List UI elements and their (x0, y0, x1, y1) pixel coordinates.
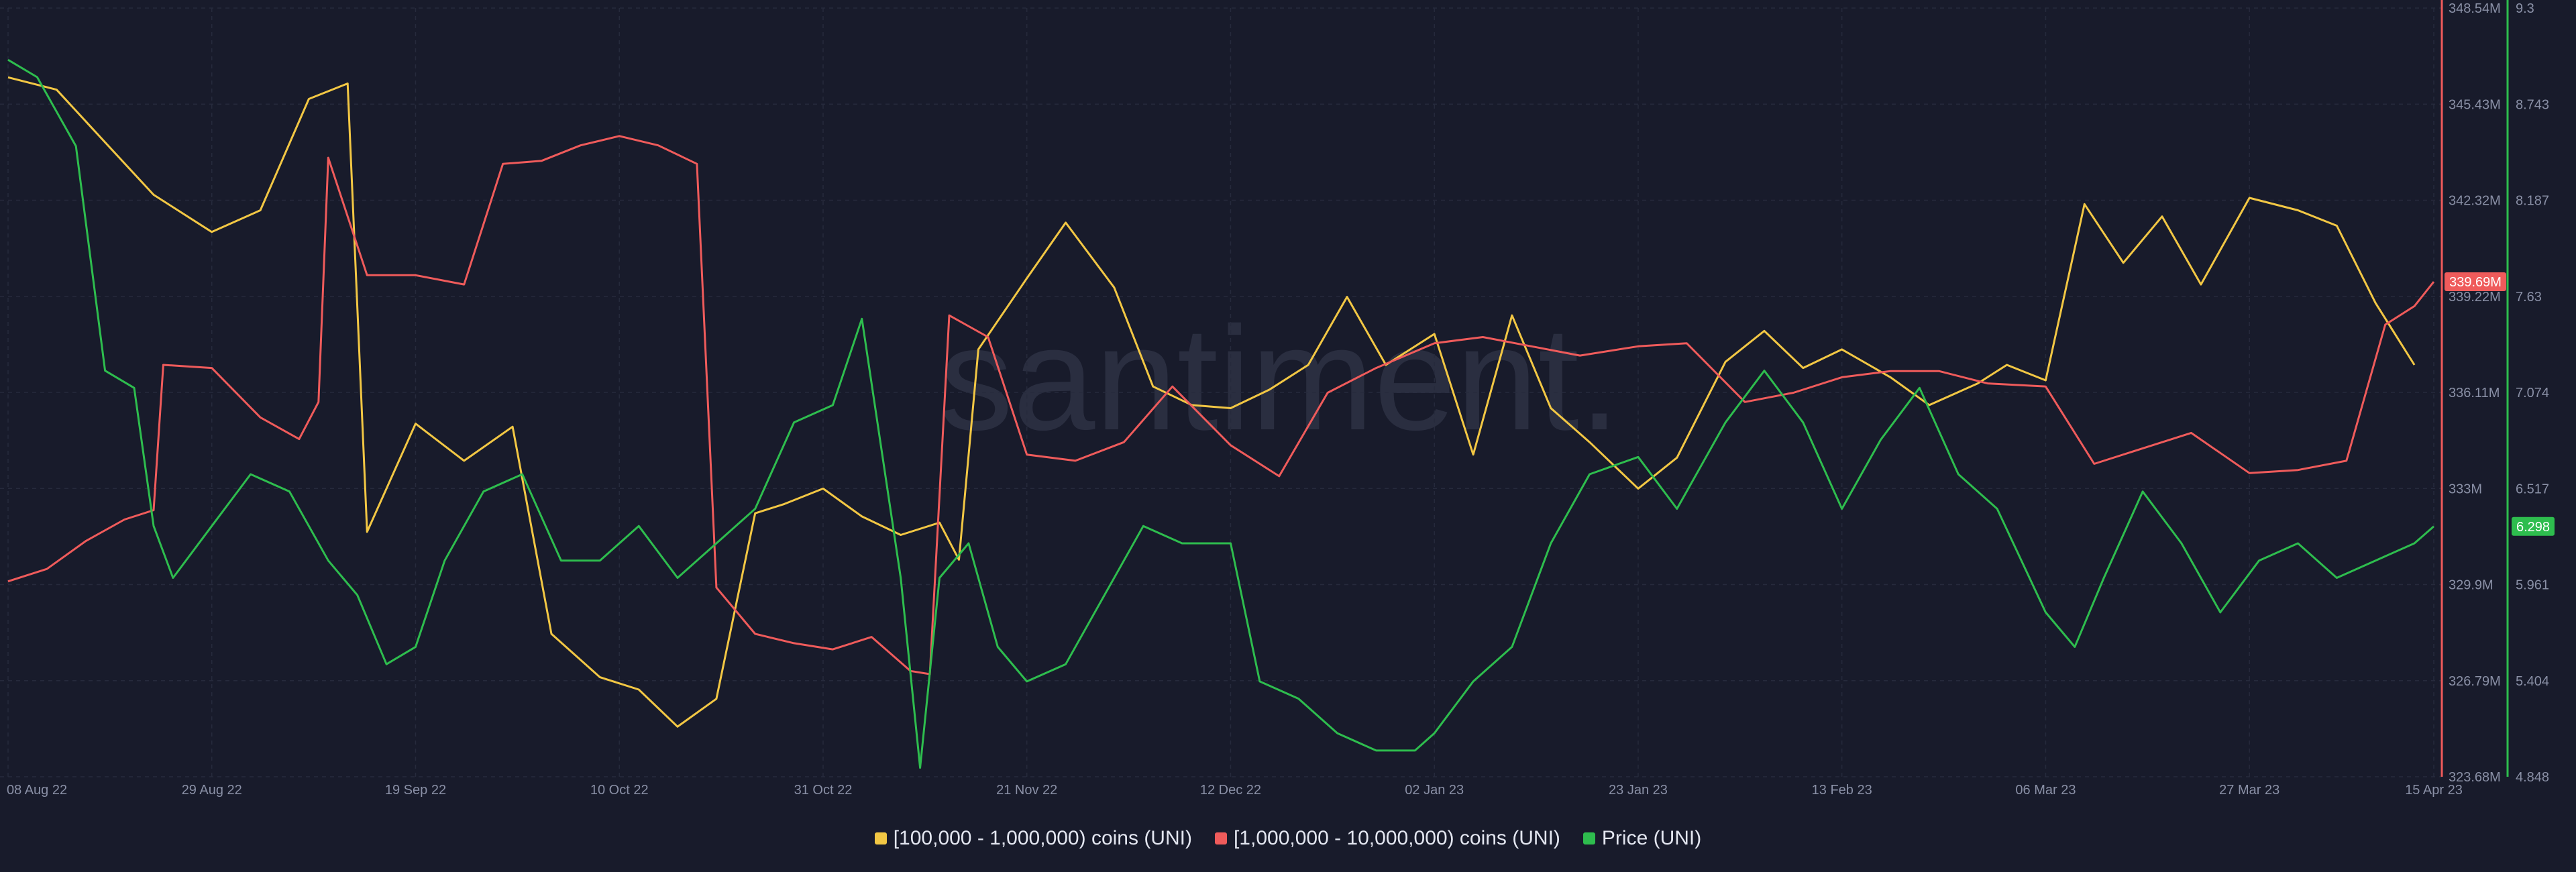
right-tick-label: 7.074 (2516, 386, 2549, 400)
x-tick-label: 21 Nov 22 (996, 783, 1057, 798)
x-tick-label: 15 Apr 23 (2405, 783, 2463, 798)
axes (2440, 0, 2509, 777)
series-line-small-holders[interactable] (7, 76, 2416, 728)
left-tick-label: 348.54M (2449, 1, 2501, 16)
legend-swatch (874, 832, 887, 844)
x-tick-label: 31 Oct 22 (794, 783, 853, 798)
last-value-badges: 339.69M 6.298 (2445, 272, 2555, 536)
legend-swatch (1582, 832, 1595, 844)
right-tick-label: 8.743 (2516, 97, 2549, 112)
left-tick-label: 336.11M (2449, 386, 2500, 400)
right-tick-label: 7.63 (2516, 290, 2542, 305)
watermark: santiment. (939, 296, 1620, 461)
x-axis-ticks: 08 Aug 22 29 Aug 22 19 Sep 22 10 Oct 22 31 O… (7, 783, 2463, 798)
series-lines (7, 58, 2435, 769)
last-value-text-large: 339.69M (2449, 275, 2502, 290)
left-tick-label: 326.79M (2449, 674, 2501, 689)
x-tick-label: 23 Jan 23 (1609, 783, 1668, 798)
legend: [100,000 - 1,000,000) coins (UNI) [1,000… (0, 822, 2576, 855)
legend-label: Price (UNI) (1601, 827, 1702, 849)
last-value-badge-large (2445, 272, 2506, 291)
right-axis-ticks: 9.3 8.743 8.187 7.63 7.074 6.517 5.961 5.404 4.8… (2516, 1, 2549, 785)
left-tick-label: 323.68M (2449, 770, 2501, 785)
legend-item-large-holders[interactable]: [1,000,000 - 10,000,000) coins (UNI) (1214, 827, 1560, 850)
legend-item-price[interactable]: Price (UNI) (1582, 827, 1702, 850)
left-axis-ticks: 348.54M 345.43M 342.32M 339.22M 336.11M 333M 3… (2449, 1, 2501, 785)
left-tick-label: 329.9M (2449, 578, 2493, 593)
legend-item-small-holders[interactable]: [100,000 - 1,000,000) coins (UNI) (874, 827, 1192, 850)
last-value-badge-price (2512, 516, 2555, 536)
series-line-large-holders[interactable] (7, 135, 2435, 675)
x-tick-label: 12 Dec 22 (1200, 783, 1261, 798)
right-tick-label: 5.961 (2516, 578, 2549, 593)
legend-label: [1,000,000 - 10,000,000) coins (UNI) (1233, 827, 1560, 849)
right-tick-label: 4.848 (2516, 770, 2549, 785)
x-tick-label: 27 Mar 23 (2219, 783, 2279, 798)
x-tick-label: 06 Mar 23 (2015, 783, 2076, 798)
x-tick-label: 10 Oct 22 (590, 783, 649, 798)
right-tick-label: 6.517 (2516, 482, 2549, 496)
last-value-text-price: 6.298 (2516, 520, 2550, 535)
right-tick-label: 8.187 (2516, 194, 2549, 209)
right-tick-label: 5.404 (2516, 674, 2549, 689)
left-tick-label: 345.43M (2449, 97, 2501, 112)
left-tick-label: 339.22M (2449, 290, 2501, 305)
right-tick-label: 9.3 (2516, 1, 2534, 16)
x-tick-label: 08 Aug 22 (7, 783, 67, 798)
series-line-price[interactable] (7, 58, 2434, 769)
x-tick-label: 19 Sep 22 (385, 783, 446, 798)
x-tick-label: 13 Feb 23 (1812, 783, 1872, 798)
legend-label: [100,000 - 1,000,000) coins (UNI) (893, 827, 1192, 849)
legend-swatch (1214, 832, 1227, 844)
x-tick-label: 02 Jan 23 (1405, 783, 1464, 798)
x-tick-label: 29 Aug 22 (182, 783, 242, 798)
left-tick-label: 342.32M (2449, 194, 2501, 209)
chart-canvas: santiment. 08 Aug 22 29 Aug 22 19 Sep 22 10… (0, 0, 2555, 798)
left-tick-label: 333M (2449, 482, 2482, 496)
